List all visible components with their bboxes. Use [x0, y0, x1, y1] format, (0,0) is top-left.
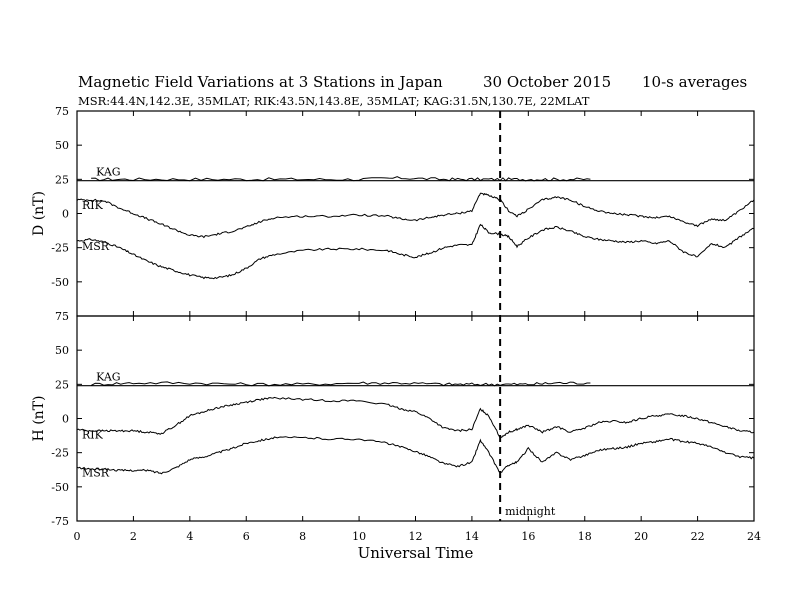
- x-tick-label: 2: [130, 530, 137, 543]
- midnight-label: midnight: [505, 505, 556, 518]
- series-msr-h: [76, 436, 755, 475]
- series-label-rik-h: RIK: [82, 428, 104, 441]
- x-tick-label: 6: [243, 530, 250, 543]
- y-tick-label-d: 75: [55, 105, 69, 118]
- series-kag-h: [90, 381, 591, 387]
- panel-frame-d: [76, 110, 755, 317]
- chart-title: Magnetic Field Variations at 3 Stations …: [78, 73, 443, 91]
- y-tick-label-d: 50: [55, 139, 69, 152]
- x-tick-label: 12: [409, 530, 423, 543]
- x-tick-label: 0: [74, 530, 81, 543]
- y-tick-label-h: 0: [62, 413, 69, 426]
- panel-frame-h: [76, 315, 755, 522]
- series-label-msr-h: MSR: [82, 467, 110, 480]
- chart-averaging: 10-s averages: [642, 73, 748, 91]
- y-tick-label-d: 25: [55, 173, 69, 186]
- x-tick-label: 22: [691, 530, 705, 543]
- y-tick-label-h: 50: [55, 344, 69, 357]
- y-tick-label-h: -50: [51, 481, 69, 494]
- x-axis-label: Universal Time: [358, 544, 474, 562]
- chart-date: 30 October 2015: [483, 73, 612, 91]
- x-tick-label: 4: [186, 530, 193, 543]
- y-tick-label-h: 75: [55, 310, 69, 323]
- y-axis-label-h: H (nT): [31, 396, 47, 442]
- series-rik-d: [76, 192, 755, 239]
- series-label-kag-d: KAG: [96, 165, 121, 178]
- x-tick-label: 20: [634, 530, 648, 543]
- x-tick-label: 8: [299, 530, 306, 543]
- y-tick-label-d: -50: [51, 276, 69, 289]
- y-tick-label-h: 25: [55, 378, 69, 391]
- y-tick-label-d: -25: [51, 242, 69, 255]
- series-rik-h: [76, 396, 755, 439]
- series-kag-d: [91, 176, 591, 182]
- series-label-rik-d: RIK: [82, 199, 104, 212]
- x-tick-label: 14: [465, 530, 479, 543]
- x-tick-label: 18: [578, 530, 592, 543]
- y-tick-label-h: -25: [51, 447, 69, 460]
- series-label-kag-h: KAG: [96, 370, 121, 383]
- stations-subtitle: MSR:44.4N,142.3E, 35MLAT; RIK:43.5N,143.…: [78, 94, 590, 108]
- x-tick-label: 10: [352, 530, 366, 543]
- x-tick-label: 16: [521, 530, 535, 543]
- y-axis-label-d: D (nT): [31, 191, 47, 236]
- series-label-msr-d: MSR: [82, 240, 110, 253]
- y-tick-label-h: -75: [51, 515, 69, 528]
- y-tick-label-d: 0: [62, 208, 69, 221]
- x-tick-label: 24: [747, 530, 761, 543]
- series-msr-d: [76, 223, 755, 280]
